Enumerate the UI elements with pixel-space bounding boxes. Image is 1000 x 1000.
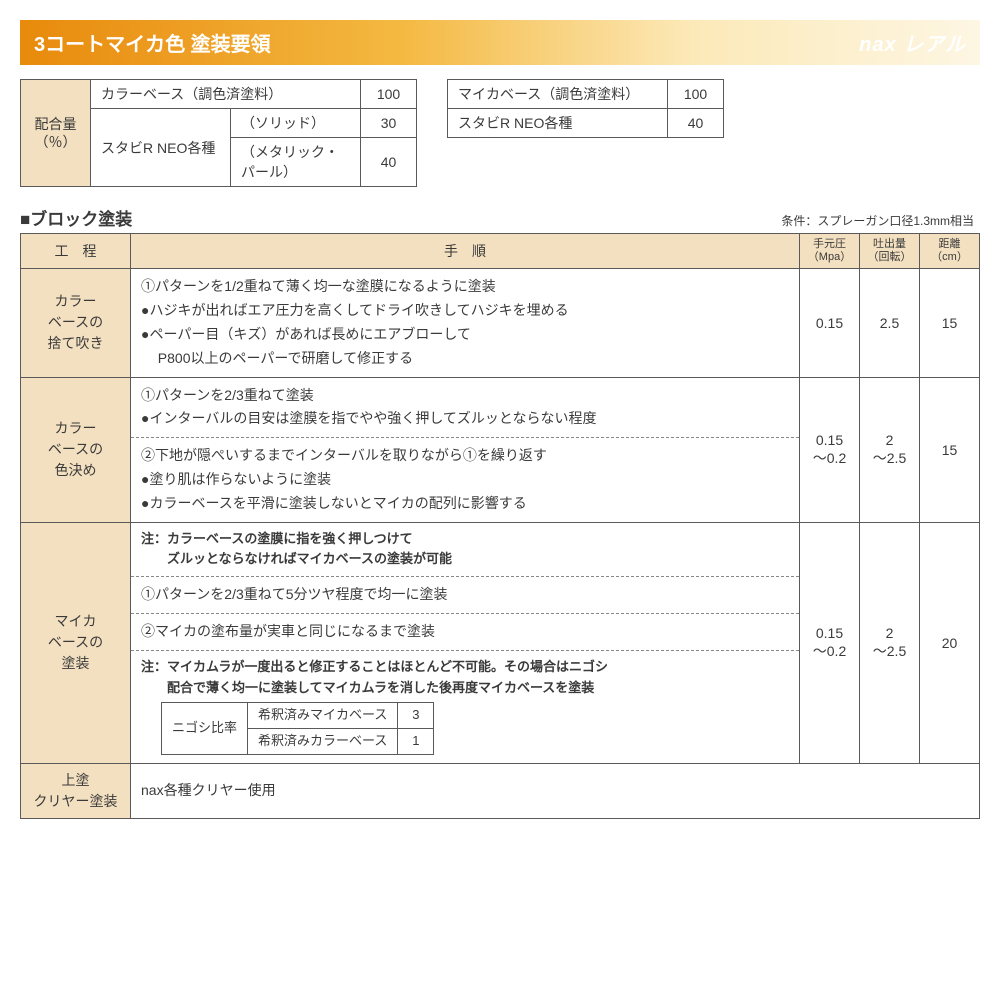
mix-left-r2-sub: （メタリック・パール） [231,138,361,187]
r2-v2: 2 〜2.5 [860,377,920,522]
r1-v3: 15 [920,269,980,377]
mix-left-r2-val: 40 [361,138,417,187]
r3-v2: 2 〜2.5 [860,522,920,763]
hdr-steps: 手 順 [131,234,800,269]
r2-steps-b: ②下地が隠ぺいするまでインターバルを取りながら①を繰り返す ●塗り肌は作らないよ… [131,438,800,522]
mix-left-label: 配合量 （％） [21,80,91,187]
condition-note: 条件：スプレーガン口径1.3mm相当 [20,212,974,229]
r1-v1: 0.15 [800,269,860,377]
r3-v1: 0.15 〜0.2 [800,522,860,763]
mix-left-r1-name: スタビR NEO各種 [91,109,231,187]
r3-note1: 注：カラーベースの塗膜に指を強く押しつけて ズルッとならなければマイカベースの塗… [131,522,800,577]
mix-left-r0-name: カラーベース（調色済塗料） [91,80,361,109]
nigoshi-r2: 希釈済みカラーベース [248,729,398,755]
hdr-proc: 工 程 [21,234,131,269]
r3-v3: 20 [920,522,980,763]
nigoshi-r1v: 3 [398,703,434,729]
mix-table-right: マイカベース（調色済塗料） 100 スタビR NEO各種 40 [447,79,724,138]
main-table: 工 程 手 順 手元圧（Mpa） 吐出量（回転） 距離（cm） カラー ベースの… [20,233,980,819]
mix-right-r1-val: 40 [668,109,724,138]
title-bar: 3コートマイカ色 塗装要領 nax レアル [20,20,980,65]
table-row: カラー ベースの 捨て吹き ①パターンを1/2重ねて薄く均一な塗膜になるように塗… [21,269,980,377]
hdr-p3: 距離（cm） [920,234,980,269]
r2-label: カラー ベースの 色決め [21,377,131,522]
mix-right-r0-name: マイカベース（調色済塗料） [448,80,668,109]
r1-v2: 2.5 [860,269,920,377]
mix-left-r0-val: 100 [361,80,417,109]
brand-logo: nax レアル [859,28,966,57]
table-row: カラー ベースの 色決め ①パターンを2/3重ねて塗装 ●インターバルの目安は塗… [21,377,980,438]
table-row: 上塗 クリヤー塗装 nax各種クリヤー使用 [21,763,980,818]
r2-steps-a: ①パターンを2/3重ねて塗装 ●インターバルの目安は塗膜を指でやや強く押してズル… [131,377,800,438]
r4-label: 上塗 クリヤー塗装 [21,763,131,818]
nigoshi-r2v: 1 [398,729,434,755]
page-title: 3コートマイカ色 塗装要領 [34,28,271,57]
r1-label: カラー ベースの 捨て吹き [21,269,131,377]
mix-right-r1-name: スタビR NEO各種 [448,109,668,138]
table-header-row: 工 程 手 順 手元圧（Mpa） 吐出量（回転） 距離（cm） [21,234,980,269]
nigoshi-table: ニゴシ比率 希釈済みマイカベース 3 希釈済みカラーベース 1 [161,702,434,755]
nigoshi-label: ニゴシ比率 [162,703,248,755]
mix-left-r1-val: 30 [361,109,417,138]
mix-right-r0-val: 100 [668,80,724,109]
mix-table-left: 配合量 （％） カラーベース（調色済塗料） 100 スタビR NEO各種 （ソリ… [20,79,417,187]
r3-s1: ①パターンを2/3重ねて5分ツヤ程度で均一に塗装 [131,577,800,614]
r4-text: nax各種クリヤー使用 [131,763,980,818]
r1-steps: ①パターンを1/2重ねて薄く均一な塗膜になるように塗装 ●ハジキが出ればエア圧力… [131,269,800,377]
hdr-p2: 吐出量（回転） [860,234,920,269]
r2-v3: 15 [920,377,980,522]
mix-left-r1-sub: （ソリッド） [231,109,361,138]
r3-s2: ②マイカの塗布量が実車と同じになるまで塗装 [131,613,800,650]
r3-note2: 注：マイカムラが一度出ると修正することはほとんど不可能。その場合はニゴシ 配合で… [131,650,800,763]
mix-tables-row: 配合量 （％） カラーベース（調色済塗料） 100 スタビR NEO各種 （ソリ… [20,79,980,187]
r2-v1: 0.15 〜0.2 [800,377,860,522]
table-row: マイカ ベースの 塗装 注：カラーベースの塗膜に指を強く押しつけて ズルッとなら… [21,522,980,577]
r3-label: マイカ ベースの 塗装 [21,522,131,763]
nigoshi-r1: 希釈済みマイカベース [248,703,398,729]
hdr-p1: 手元圧（Mpa） [800,234,860,269]
